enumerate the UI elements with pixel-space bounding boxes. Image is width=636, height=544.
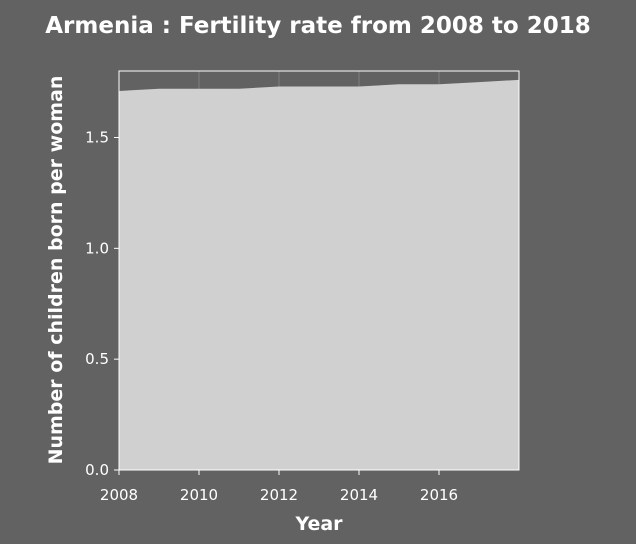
x-tick-label: 2014 [340, 486, 378, 504]
x-tick-label: 2010 [180, 486, 218, 504]
x-tick-label: 2012 [260, 486, 298, 504]
x-axis-label: Year [294, 513, 343, 535]
chart-title: Armenia : Fertility rate from 2008 to 20… [45, 13, 591, 39]
x-tick-label: 2016 [420, 486, 458, 504]
plot-frame [118, 70, 520, 471]
x-tick-label: 2008 [100, 486, 138, 504]
y-tick-label: 1.0 [85, 239, 109, 257]
y-tick-label: 1.5 [85, 129, 109, 147]
axes [118, 70, 520, 471]
y-tick-label: 0.0 [85, 461, 109, 479]
x-axis-ticks: 2008 2010 2012 2014 2016 [100, 470, 458, 504]
area-series [119, 79, 519, 470]
y-axis-ticks: 0.0 0.5 1.0 1.5 [85, 129, 119, 479]
y-axis-label: Number of children born per woman [45, 76, 67, 465]
y-tick-label: 0.5 [85, 350, 109, 368]
